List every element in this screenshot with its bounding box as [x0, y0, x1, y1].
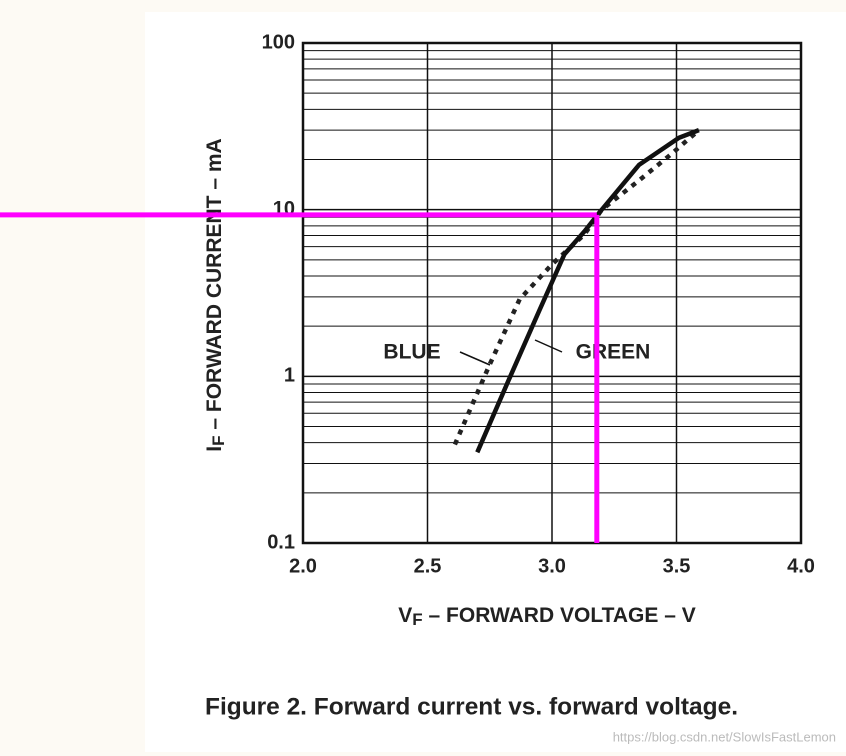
marks	[452, 128, 701, 454]
series-label: BLUE	[383, 341, 440, 364]
x-label-text: – FORWARD VOLTAGE – V	[423, 604, 696, 627]
y-tick-label: 0.1	[267, 531, 295, 553]
y-tick-label: 100	[262, 31, 295, 53]
x-tick-label: 2.5	[414, 555, 442, 577]
x-axis-label: VF – FORWARD VOLTAGE – V	[398, 604, 695, 630]
x-label-symbol: V	[398, 604, 412, 627]
y-label-text: – FORWARD CURRENT – mA	[203, 138, 226, 435]
blue-leader	[459, 351, 491, 366]
y-tick-label: 1	[284, 365, 295, 387]
watermark: https://blog.csdn.net/SlowIsFastLemon	[613, 729, 836, 744]
figure-background	[145, 12, 846, 752]
x-tick-label: 2.0	[289, 555, 317, 577]
caption: Figure 2. Forward current vs. forward vo…	[205, 693, 738, 720]
y-label-symbol: I	[203, 446, 226, 452]
x-tick-label: 4.0	[787, 555, 815, 577]
plot-border	[301, 41, 803, 545]
series-label: GREEN	[576, 341, 651, 364]
series-line	[452, 128, 701, 446]
y-axis-label: IF – FORWARD CURRENT – mA	[203, 138, 229, 451]
y-label-subscript: F	[209, 435, 228, 445]
x-tick-label: 3.5	[663, 555, 691, 577]
x-tick-label: 3.0	[538, 555, 566, 577]
green-leader	[534, 339, 563, 353]
x-label-subscript: F	[412, 610, 422, 629]
series-line	[475, 128, 700, 454]
